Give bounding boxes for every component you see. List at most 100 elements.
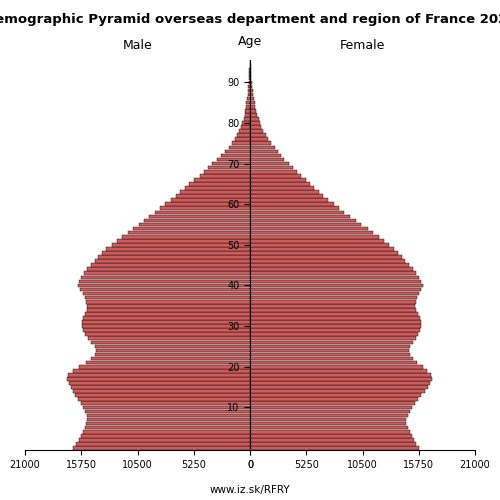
Bar [73,446,250,450]
Bar [250,142,272,145]
Bar [250,247,394,250]
Bar [92,264,250,267]
Bar [204,170,250,173]
Bar [250,146,274,149]
Bar [184,186,250,190]
Bar [250,308,416,312]
Bar [250,92,253,96]
Bar [250,76,252,80]
Bar [250,88,252,92]
Text: www.iz.sk/RFRY: www.iz.sk/RFRY [210,485,290,495]
Bar [250,264,408,267]
Bar [250,288,422,292]
Bar [96,348,250,352]
Bar [250,304,415,308]
Bar [250,72,251,76]
Bar [87,304,250,308]
Bar [250,340,413,344]
Bar [166,202,250,206]
Bar [80,276,250,279]
Bar [86,361,250,364]
Bar [248,84,250,88]
Bar [250,336,416,340]
Bar [249,76,250,80]
Bar [250,426,408,430]
Bar [250,235,378,238]
Bar [250,361,417,364]
Bar [200,174,250,178]
Bar [250,352,410,356]
Bar [106,247,250,250]
Bar [73,390,250,393]
Bar [80,434,250,438]
Bar [128,231,250,234]
Bar [250,109,256,112]
Bar [86,300,250,304]
Bar [83,430,250,434]
Bar [83,292,250,296]
Bar [92,357,250,360]
Bar [250,373,431,376]
Text: Age: Age [238,34,262,48]
Bar [87,308,250,312]
Bar [248,92,250,96]
Bar [250,260,406,263]
Bar [250,162,288,166]
Bar [250,198,328,202]
Bar [246,101,250,104]
Bar [138,222,250,226]
Bar [250,80,252,84]
Bar [250,312,418,316]
Bar [250,410,410,413]
Bar [250,316,420,320]
Bar [98,255,250,259]
Bar [82,324,250,328]
Bar [117,239,250,242]
Bar [112,243,250,246]
Bar [250,158,284,162]
Bar [250,320,422,324]
Bar [250,218,356,222]
Bar [250,398,418,401]
Bar [250,154,281,158]
Bar [240,130,250,133]
Bar [85,410,250,413]
Bar [250,227,368,230]
Bar [250,332,418,336]
Bar [250,222,362,226]
Bar [217,158,250,162]
Bar [87,418,250,422]
Bar [244,113,250,116]
Bar [250,418,406,422]
Bar [248,80,250,84]
Bar [250,97,254,100]
Bar [248,88,250,92]
Bar [250,348,408,352]
Bar [212,162,250,166]
Bar [250,438,414,442]
Bar [69,381,250,385]
Bar [85,426,250,430]
Bar [250,385,428,389]
Bar [250,280,422,283]
Bar [249,72,250,76]
Bar [250,390,424,393]
Bar [189,182,250,186]
Bar [250,251,398,255]
Bar [78,438,250,442]
Bar [250,105,256,108]
Bar [87,268,250,271]
Bar [237,134,250,137]
Bar [250,430,410,434]
Bar [94,260,250,263]
Bar [78,284,250,288]
Bar [250,402,415,405]
Bar [244,117,250,120]
Bar [250,113,258,116]
Bar [85,296,250,300]
Bar [71,385,250,389]
Bar [235,138,250,141]
Bar [250,255,402,259]
Bar [86,422,250,426]
Bar [67,377,250,380]
